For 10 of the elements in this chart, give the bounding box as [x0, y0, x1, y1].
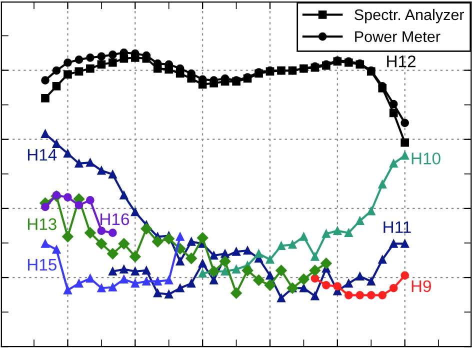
legend-label: Spectr. Analyzer — [354, 8, 464, 24]
series-label: H15 — [28, 259, 56, 271]
series-label: H9 — [412, 280, 431, 292]
series-label: H11 — [384, 221, 411, 233]
legend-label: Power Meter — [355, 31, 440, 42]
series-label: H10 — [412, 152, 440, 164]
annotation: H12 — [387, 55, 416, 68]
series-label: H16 — [100, 213, 130, 226]
series-label: H14 — [28, 149, 57, 161]
series-label: H13 — [28, 218, 56, 230]
